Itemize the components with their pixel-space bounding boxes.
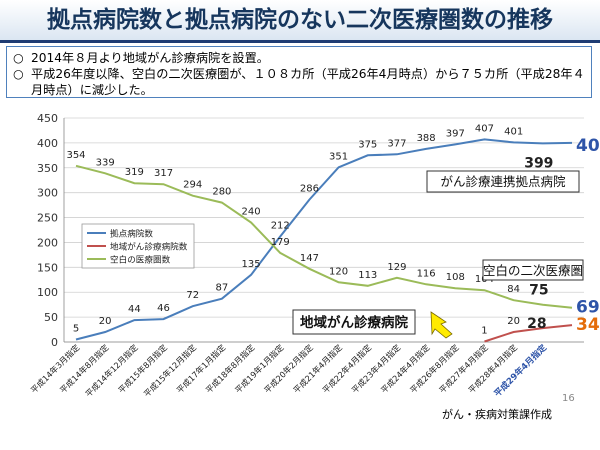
x-tick-label: 平成15年12月指定 xyxy=(142,342,199,399)
data-label: 147 xyxy=(300,253,319,264)
end-value-label: 69 xyxy=(576,298,600,318)
data-label: 286 xyxy=(300,184,319,195)
data-label: 339 xyxy=(96,157,115,168)
y-tick-label: 400 xyxy=(37,137,58,150)
data-label: 44 xyxy=(128,304,141,315)
callout-arrow-icon xyxy=(430,311,453,339)
data-label: 354 xyxy=(66,150,85,161)
data-label: 397 xyxy=(446,128,465,139)
legend-label: 地域がん診療病院数 xyxy=(110,241,188,253)
x-tick-label: 平成14年3月指定 xyxy=(29,342,82,395)
data-label: 5 xyxy=(73,324,79,335)
callout-label: 地域がん診療病院 xyxy=(300,314,408,331)
note-item: ○ 平成26年度以降、空白の二次医療圏が、１０８カ所（平成26年4月時点）から７… xyxy=(13,66,585,98)
callout-box xyxy=(292,309,416,335)
y-tick-label: 100 xyxy=(37,286,58,299)
y-tick-label: 250 xyxy=(37,212,58,225)
callout-label: がん診療連携拠点病院 xyxy=(440,174,566,189)
y-tick-label: 200 xyxy=(37,236,58,249)
data-label: 388 xyxy=(417,133,436,144)
series-line xyxy=(75,164,573,309)
data-label: 407 xyxy=(475,123,494,134)
data-label: 28 xyxy=(527,316,546,332)
data-label: 351 xyxy=(329,151,348,162)
bullet-icon: ○ xyxy=(13,67,24,81)
y-tick-label: 350 xyxy=(37,162,58,175)
callout-box xyxy=(482,259,584,281)
x-tick-label: 平成29年4月指定 xyxy=(491,341,549,399)
data-label: 84 xyxy=(507,284,520,295)
data-label: 75 xyxy=(529,283,548,299)
footer-credit: がん・疾病対策課作成 xyxy=(442,408,552,421)
data-label: 179 xyxy=(271,237,290,248)
end-value-label: 400 xyxy=(576,136,600,156)
y-tick-label: 300 xyxy=(37,187,58,200)
legend-label: 拠点病院数 xyxy=(110,228,153,240)
data-label: 46 xyxy=(157,303,170,314)
data-label: 129 xyxy=(387,262,406,273)
data-label: 135 xyxy=(242,259,261,270)
y-tick-label: 450 xyxy=(37,112,58,125)
bullet-icon: ○ xyxy=(13,51,24,65)
data-label: 1 xyxy=(481,326,487,337)
data-label: 399 xyxy=(524,155,553,171)
data-label: 280 xyxy=(212,187,231,198)
legend-label: 空白の医療圏数 xyxy=(110,254,171,266)
series-line xyxy=(75,138,573,341)
data-label: 87 xyxy=(216,283,229,294)
data-label: 20 xyxy=(99,316,112,327)
data-label: 294 xyxy=(183,180,202,191)
data-label: 317 xyxy=(154,168,173,179)
note-text: 平成26年度以降、空白の二次医療圏が、１０８カ所（平成26年4月時点）から７５カ… xyxy=(31,67,585,97)
series-line xyxy=(484,324,573,343)
data-label: 377 xyxy=(387,138,406,149)
y-tick-label: 50 xyxy=(44,311,58,324)
data-label: 401 xyxy=(504,126,523,137)
note-item: ○ 2014年８月より地域がん診療病院を設置。 xyxy=(13,50,585,66)
note-text: 2014年８月より地域がん診療病院を設置。 xyxy=(31,51,269,65)
x-tick-label: 平成14年12月指定 xyxy=(83,342,140,399)
data-label: 108 xyxy=(446,272,465,283)
data-label: 113 xyxy=(358,270,377,281)
data-label: 375 xyxy=(358,139,377,150)
y-tick-label: 150 xyxy=(37,261,58,274)
page-title: 拠点病院数と拠点病院のない二次医療圏数の推移 xyxy=(0,0,600,43)
data-label: 212 xyxy=(271,220,290,231)
data-label: 319 xyxy=(125,167,144,178)
end-value-label: 34 xyxy=(576,315,600,335)
data-label: 72 xyxy=(186,290,199,301)
y-tick-label: 0 xyxy=(51,336,58,349)
data-label: 116 xyxy=(417,268,436,279)
notes-box: ○ 2014年８月より地域がん診療病院を設置。 ○ 平成26年度以降、空白の二次… xyxy=(6,46,592,98)
page-number: 16 xyxy=(562,393,575,404)
data-label: 20 xyxy=(507,316,520,327)
data-label: 120 xyxy=(329,266,348,277)
callout-box xyxy=(426,170,580,193)
callout-label: 空白の二次医療圏 xyxy=(483,263,583,278)
data-label: 240 xyxy=(242,207,261,218)
